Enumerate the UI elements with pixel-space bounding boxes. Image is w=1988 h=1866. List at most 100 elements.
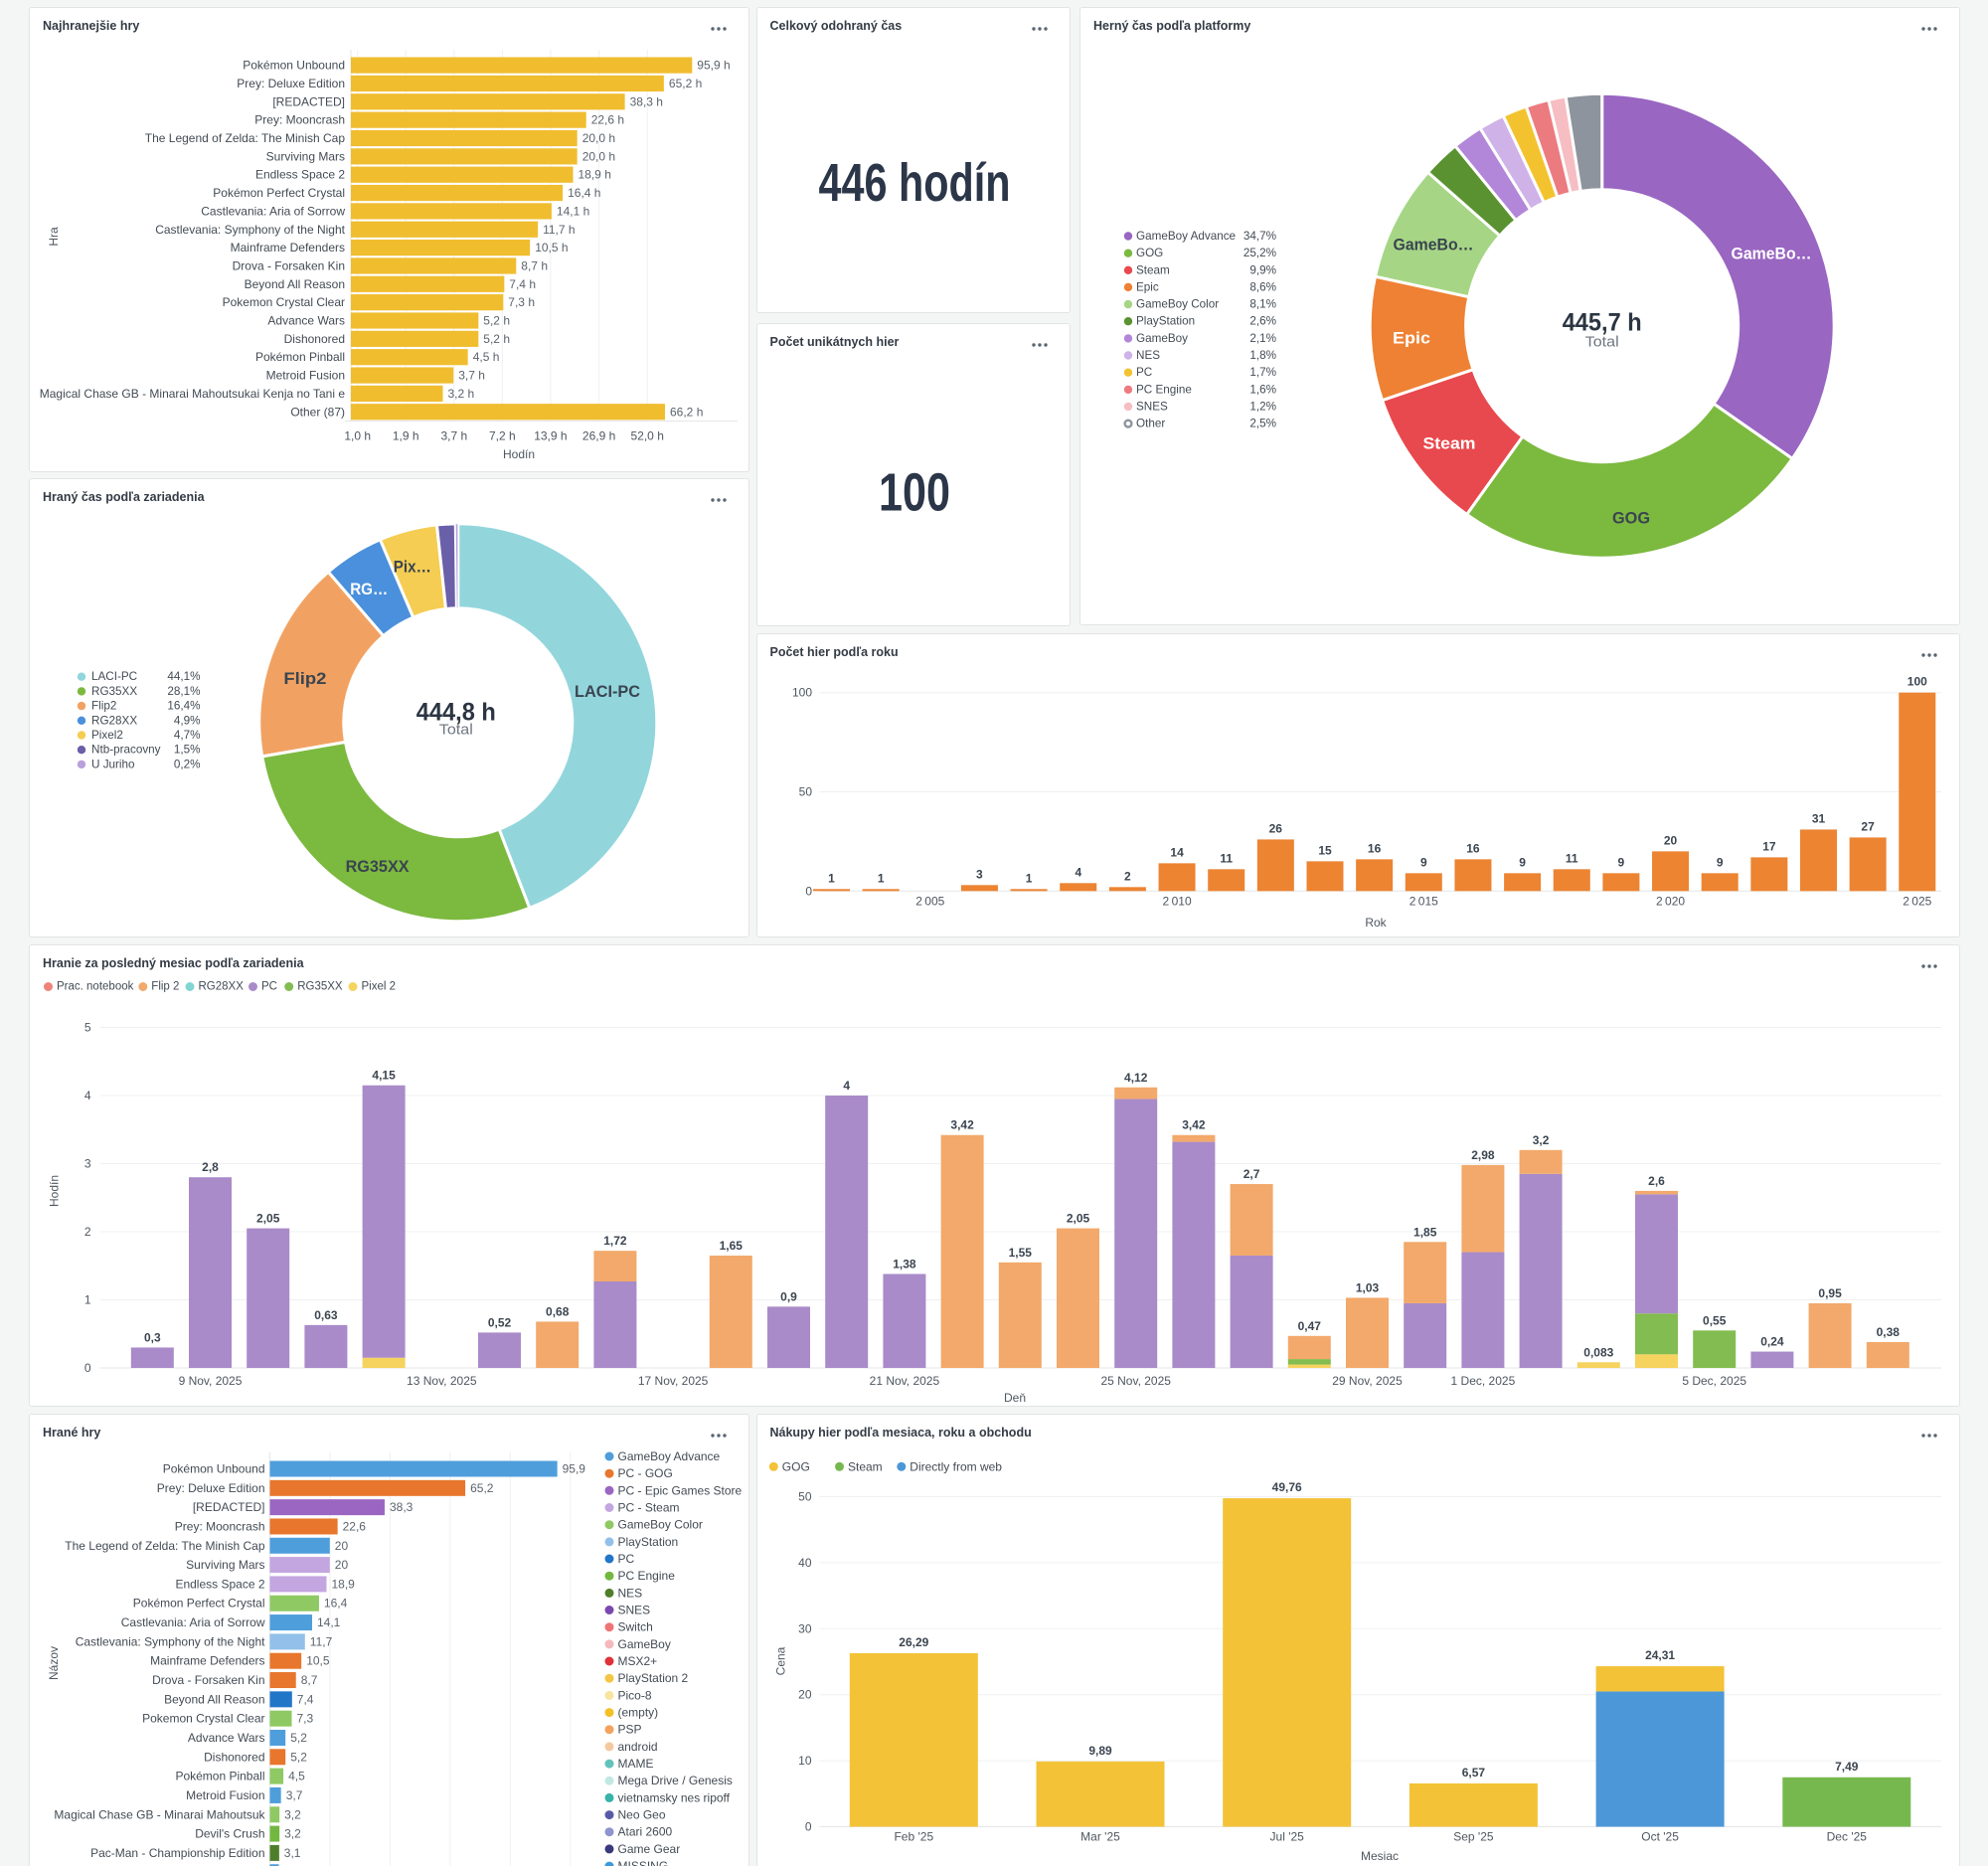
svg-text:GameBo…: GameBo…: [1394, 236, 1474, 254]
svg-text:Prey: Deluxe Edition: Prey: Deluxe Edition: [237, 77, 345, 90]
svg-text:Switch: Switch: [618, 1620, 653, 1634]
svg-text:3,7: 3,7: [286, 1788, 303, 1802]
svg-text:SNES: SNES: [1136, 401, 1168, 414]
svg-text:49,76: 49,76: [1271, 1480, 1301, 1494]
svg-text:Castlevania: Aria of Sorrow: Castlevania: Aria of Sorrow: [201, 204, 345, 218]
svg-text:1,9 h: 1,9 h: [393, 429, 419, 443]
svg-text:0: 0: [804, 1820, 811, 1834]
svg-text:NES: NES: [1136, 349, 1160, 362]
svg-text:26,29: 26,29: [899, 1635, 928, 1649]
svg-text:RG…: RG…: [350, 579, 388, 597]
svg-text:8,7: 8,7: [301, 1673, 318, 1687]
svg-text:Endless Space 2: Endless Space 2: [255, 168, 345, 182]
svg-text:0: 0: [805, 884, 812, 898]
svg-text:11,7: 11,7: [310, 1634, 333, 1648]
svg-text:100: 100: [1906, 674, 1926, 688]
svg-text:9 Nov, 2025: 9 Nov, 2025: [179, 1374, 243, 1388]
svg-text:16: 16: [1466, 841, 1480, 855]
svg-text:8,6%: 8,6%: [1249, 280, 1276, 293]
svg-text:Pixel2: Pixel2: [91, 729, 123, 742]
svg-text:22,6: 22,6: [343, 1520, 367, 1534]
svg-text:444,8 h: 444,8 h: [416, 698, 496, 726]
svg-text:2,7: 2,7: [1243, 1167, 1260, 1181]
svg-text:Jul '25: Jul '25: [1269, 1830, 1304, 1844]
svg-text:20: 20: [798, 1688, 812, 1702]
svg-text:13,9 h: 13,9 h: [534, 429, 567, 443]
svg-text:1,6%: 1,6%: [1249, 383, 1276, 396]
svg-text:RG35XX: RG35XX: [297, 980, 343, 992]
svg-text:18,9 h: 18,9 h: [579, 168, 611, 182]
svg-text:3,42: 3,42: [950, 1117, 974, 1131]
svg-text:445,7 h: 445,7 h: [1563, 308, 1642, 336]
svg-text:Pokémon Pinball: Pokémon Pinball: [175, 1770, 264, 1783]
svg-text:5,2: 5,2: [290, 1731, 307, 1745]
svg-text:11: 11: [1565, 851, 1577, 865]
svg-text:Sep '25: Sep '25: [1453, 1830, 1494, 1844]
svg-text:PlayStation: PlayStation: [618, 1535, 679, 1549]
svg-text:Other (87): Other (87): [290, 405, 345, 419]
svg-text:5,2: 5,2: [290, 1750, 307, 1764]
svg-text:Total: Total: [1585, 335, 1619, 351]
svg-text:1: 1: [828, 871, 835, 885]
svg-text:2 025: 2 025: [1903, 894, 1931, 908]
svg-text:38,3: 38,3: [390, 1500, 414, 1514]
svg-text:NES: NES: [618, 1586, 643, 1600]
svg-text:Magical Chase GB - Minarai Mah: Magical Chase GB - Minarai Mahoutsukai K…: [40, 387, 346, 401]
svg-text:0,083: 0,083: [1583, 1345, 1613, 1359]
svg-text:7,3 h: 7,3 h: [508, 295, 535, 309]
svg-text:4: 4: [84, 1089, 91, 1103]
svg-text:Flip2: Flip2: [91, 699, 116, 712]
svg-text:1,8%: 1,8%: [1249, 349, 1276, 362]
svg-text:Deň: Deň: [1004, 1391, 1026, 1405]
svg-text:2,5%: 2,5%: [1249, 418, 1276, 430]
svg-text:Pokémon Perfect Crystal: Pokémon Perfect Crystal: [213, 186, 345, 200]
svg-text:2,05: 2,05: [256, 1211, 280, 1225]
svg-text:Prey: Mooncrash: Prey: Mooncrash: [254, 113, 345, 127]
svg-text:6,57: 6,57: [1461, 1766, 1485, 1780]
svg-text:66,2 h: 66,2 h: [670, 405, 703, 419]
svg-text:13 Nov, 2025: 13 Nov, 2025: [407, 1374, 477, 1388]
svg-text:3,2: 3,2: [284, 1827, 301, 1841]
svg-text:7,3: 7,3: [297, 1712, 314, 1726]
svg-text:2 005: 2 005: [915, 894, 944, 908]
svg-text:20: 20: [1663, 833, 1677, 847]
svg-text:22,6 h: 22,6 h: [591, 113, 624, 127]
svg-text:9: 9: [1716, 855, 1723, 869]
svg-text:95,9: 95,9: [563, 1462, 586, 1476]
svg-text:The Legend of Zelda: The Minis: The Legend of Zelda: The Minish Cap: [65, 1539, 265, 1553]
svg-text:10: 10: [798, 1754, 812, 1768]
svg-text:3,1: 3,1: [284, 1846, 301, 1860]
svg-text:PSP: PSP: [618, 1723, 642, 1737]
svg-text:1,03: 1,03: [1356, 1280, 1380, 1294]
svg-text:MISSING: MISSING: [618, 1859, 669, 1866]
svg-text:RG28XX: RG28XX: [91, 714, 137, 727]
svg-text:(empty): (empty): [618, 1706, 659, 1720]
svg-text:5: 5: [84, 1020, 91, 1034]
svg-text:3,2: 3,2: [284, 1807, 301, 1821]
svg-text:Drova - Forsaken Kin: Drova - Forsaken Kin: [233, 259, 345, 273]
svg-text:Mega Drive / Genesis: Mega Drive / Genesis: [618, 1774, 733, 1787]
svg-text:vietnamsky nes ripoff: vietnamsky nes ripoff: [618, 1790, 731, 1804]
svg-text:50: 50: [798, 784, 812, 798]
svg-text:RG35XX: RG35XX: [346, 857, 411, 876]
svg-text:PC Engine: PC Engine: [1136, 383, 1192, 396]
svg-text:Metroid Fusion: Metroid Fusion: [266, 369, 345, 383]
svg-text:26,9 h: 26,9 h: [582, 429, 615, 443]
svg-text:20,0 h: 20,0 h: [582, 131, 615, 145]
svg-text:2,8: 2,8: [202, 1160, 219, 1174]
svg-text:Dec '25: Dec '25: [1826, 1830, 1867, 1844]
svg-text:PC Engine: PC Engine: [618, 1569, 676, 1583]
svg-text:Drova - Forsaken Kin: Drova - Forsaken Kin: [152, 1673, 264, 1687]
svg-text:0,68: 0,68: [546, 1304, 570, 1318]
svg-text:4,5 h: 4,5 h: [473, 350, 500, 364]
svg-text:Pokémon Unbound: Pokémon Unbound: [243, 59, 345, 73]
svg-text:Magical Chase GB - Minarai Mah: Magical Chase GB - Minarai Mahoutsuk: [54, 1807, 265, 1821]
svg-text:Mainframe Defenders: Mainframe Defenders: [150, 1654, 264, 1668]
svg-text:0: 0: [84, 1361, 91, 1375]
svg-text:Beyond All Reason: Beyond All Reason: [245, 277, 345, 291]
svg-text:28,1%: 28,1%: [167, 684, 200, 697]
svg-text:Neo Geo: Neo Geo: [618, 1808, 666, 1822]
svg-text:34,7%: 34,7%: [1243, 230, 1276, 243]
svg-text:52,0 h: 52,0 h: [631, 429, 664, 443]
svg-text:Castlevania: Symphony of the N: Castlevania: Symphony of the Night: [155, 223, 345, 237]
